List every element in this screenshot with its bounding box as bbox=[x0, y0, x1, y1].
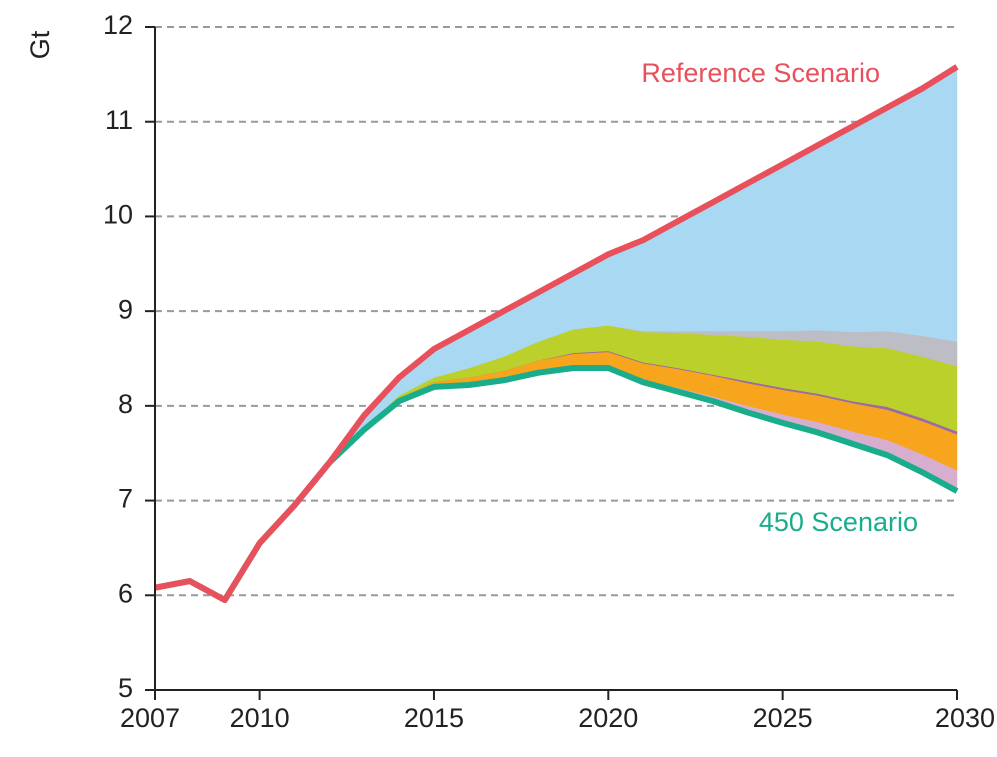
y-tick-label: 5 bbox=[118, 673, 133, 703]
x-tick-label: 2030 bbox=[935, 703, 995, 733]
y-tick-label: 6 bbox=[118, 578, 133, 608]
x-tick-label: 2007 bbox=[120, 703, 180, 733]
y-tick-label: 9 bbox=[118, 294, 133, 324]
y-tick-label: 11 bbox=[105, 105, 133, 135]
y-tick-label: 12 bbox=[103, 10, 133, 40]
line bbox=[154, 64, 959, 604]
x-tick-label: 2025 bbox=[753, 703, 813, 733]
y-tick-label: 8 bbox=[118, 389, 133, 419]
y-tick-label: 10 bbox=[103, 200, 133, 230]
y-tick-label: 7 bbox=[118, 484, 133, 514]
x-tick-label: 2010 bbox=[230, 703, 290, 733]
x-tick-label: 2020 bbox=[578, 703, 638, 733]
series-label: 450 Scenario bbox=[759, 507, 918, 537]
series-label: Reference Scenario bbox=[641, 58, 880, 88]
x-tick-label: 2015 bbox=[404, 703, 464, 733]
y-axis-label: Gt bbox=[25, 30, 55, 59]
